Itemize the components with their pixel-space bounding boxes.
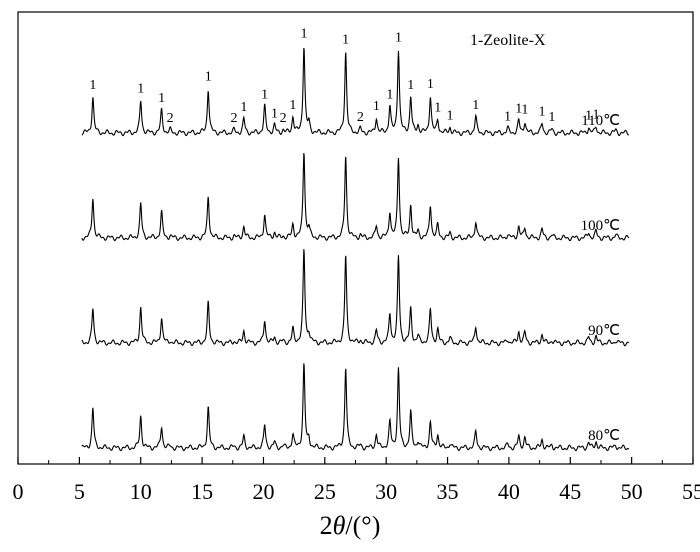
x-tick-label: 35 [437,479,459,504]
series-label: 110℃ [581,113,620,129]
peak-label: 1 [240,100,247,115]
peak-label: 1 [395,30,402,45]
series-label: 80℃ [588,428,620,444]
peak-label: 1 [434,101,441,116]
peak-label: 1 [472,98,479,113]
x-tick-label: 55 [682,479,700,504]
x-tick-label: 30 [375,479,397,504]
peak-label: 1 [386,87,393,102]
legend-text: 1-Zeolite-X [470,32,546,49]
peak-label: 1 [593,107,600,122]
peak-label: 1 [137,82,144,97]
x-tick-label: 20 [252,479,274,504]
peak-label: 1 [521,103,528,118]
x-tick-label: 45 [559,479,581,504]
peak-label: 1 [427,77,434,92]
peak-label: 1 [271,106,278,121]
x-tick-label: 40 [498,479,520,504]
series-labels: 80℃ 90℃ 100℃ 110℃ [581,113,620,444]
peak-label: 1 [548,110,555,125]
peak-label: 2 [357,110,364,125]
series-line-110℃ [81,47,630,137]
peak-label: 1 [504,109,511,124]
x-tick-label: 10 [130,479,152,504]
peak-label: 1 [407,78,414,93]
x-tick-label: 50 [621,479,643,504]
series-line-90℃ [81,249,630,347]
peak-label: 1 [261,87,268,102]
x-ticks: 0 5 10 15 20 25 30 35 40 45 50 55 [13,457,700,504]
peak-label: 1 [158,91,165,106]
peak-label: 2 [231,111,238,126]
peak-label: 1 [373,99,380,114]
peak-label: 1 [585,108,592,123]
x-axis-label: 2θ/(°) [320,511,381,540]
x-tick-label: 15 [191,479,213,504]
series-curves [81,47,630,452]
series-label: 100℃ [581,218,620,234]
peak-label: 1 [515,102,522,117]
peak-label: 2 [167,111,174,126]
peak-label: 2 [280,111,287,126]
peak-label: 1 [539,105,546,120]
peak-label: 1 [447,108,454,123]
series-label: 90℃ [588,323,620,339]
x-tick-label: 25 [314,479,336,504]
peak-label: 1 [89,78,96,93]
peak-label: 1 [342,32,349,47]
peak-label: 1 [300,27,307,42]
series-line-80℃ [81,363,630,452]
x-tick-label: 5 [74,479,85,504]
peak-label: 1 [289,98,296,113]
peak-label: 1 [205,69,212,84]
series-line-100℃ [81,152,630,242]
x-tick-label: 0 [13,479,24,504]
